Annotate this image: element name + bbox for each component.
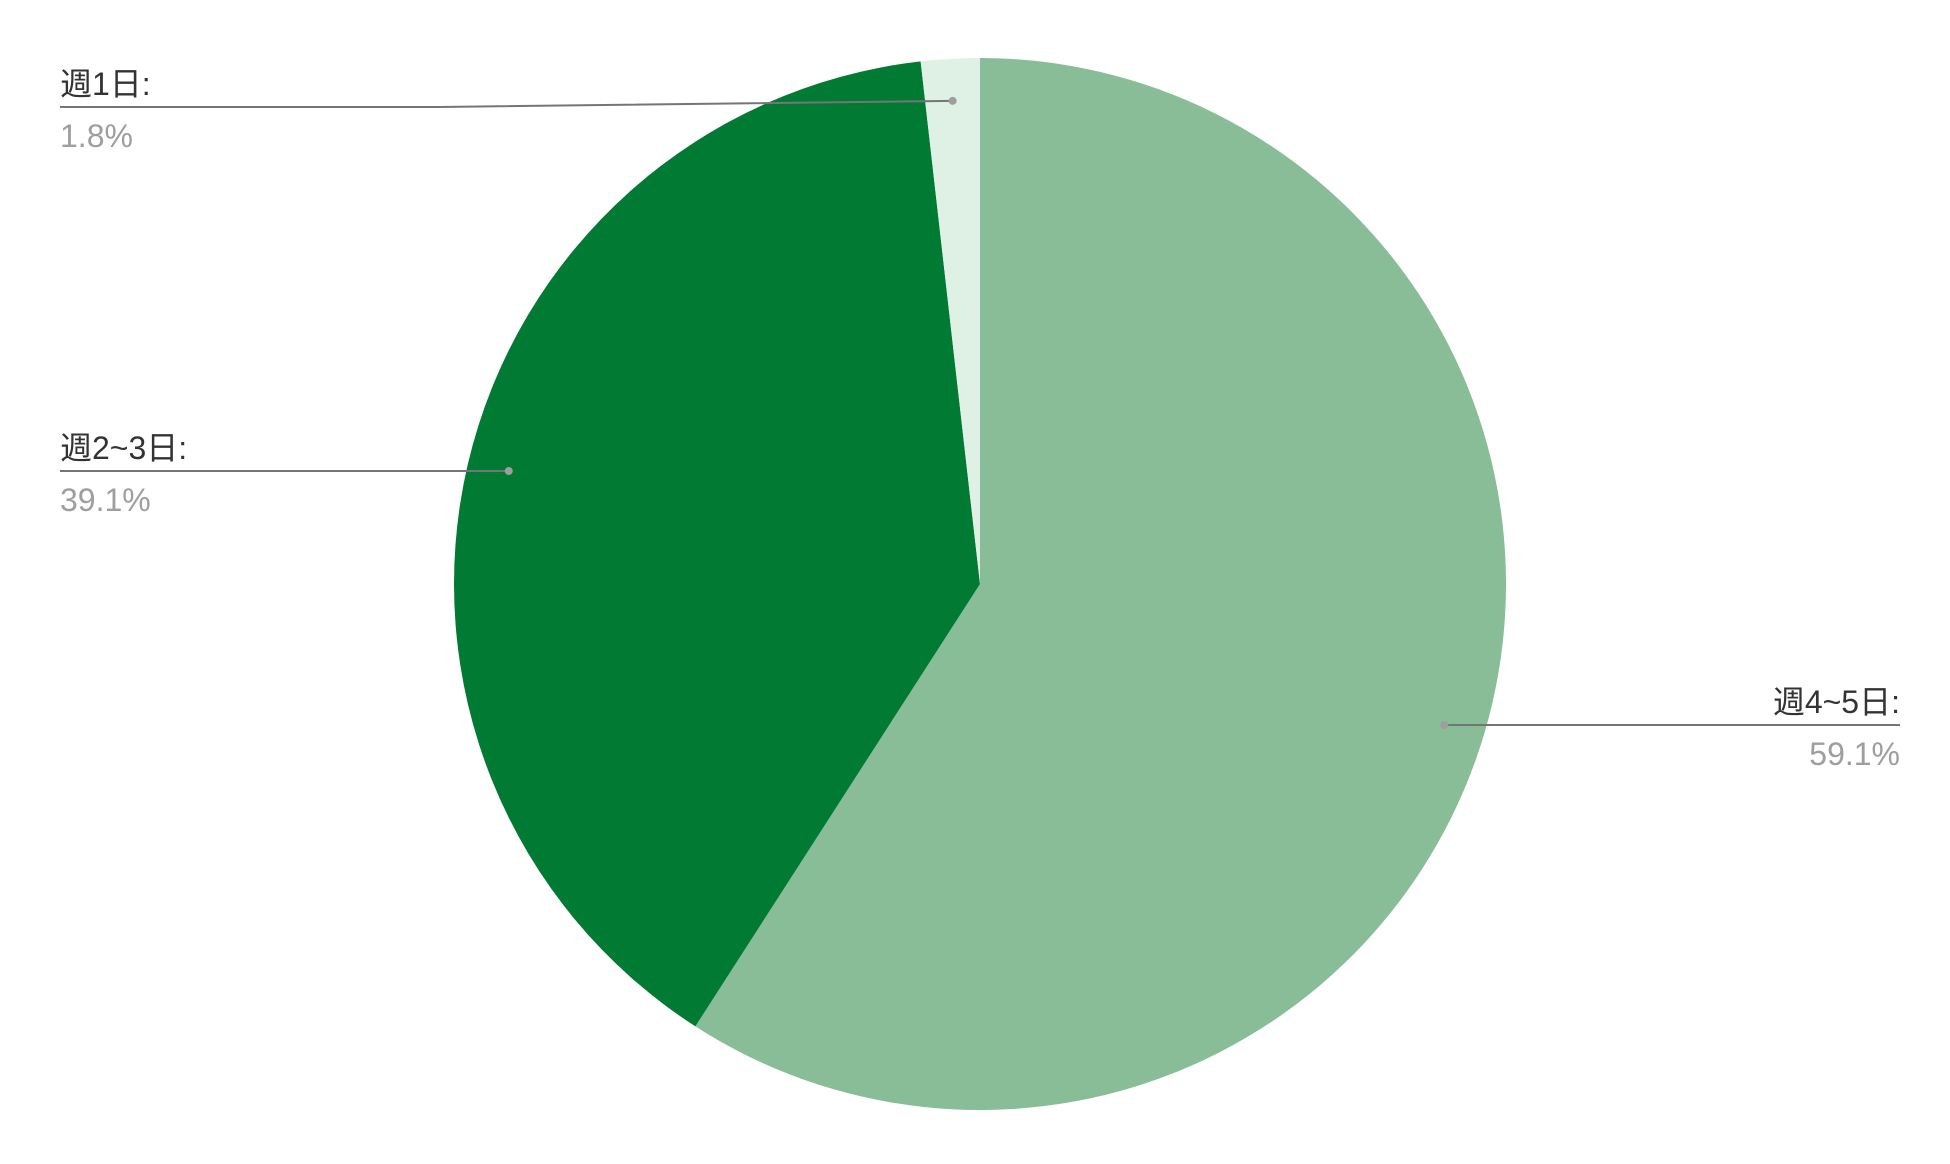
- slice-value-label: 59.1%: [1809, 736, 1900, 772]
- slice-value-label: 1.8%: [60, 118, 133, 154]
- pie-slice[interactable]: [454, 61, 980, 1027]
- slice-label: 週1日:: [60, 66, 151, 102]
- slice-label: 週2~3日:: [60, 430, 187, 466]
- label-leader-line: [60, 99, 953, 108]
- leader-dot: [504, 467, 513, 475]
- leader-dot: [1440, 721, 1449, 729]
- pie-slice[interactable]: [695, 58, 1507, 1111]
- slice-value-label: 39.1%: [60, 482, 151, 518]
- slice-label: 週4~5日:: [1773, 684, 1900, 720]
- leader-dot: [948, 96, 957, 105]
- pie-slice[interactable]: [920, 58, 980, 584]
